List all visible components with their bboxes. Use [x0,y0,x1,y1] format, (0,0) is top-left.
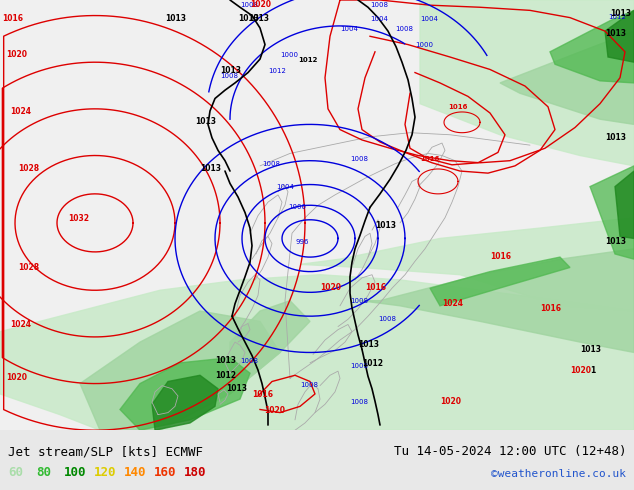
Polygon shape [0,275,634,430]
Text: 1028: 1028 [18,164,39,173]
Text: 1020: 1020 [570,366,591,375]
Polygon shape [360,249,634,352]
Text: 1013: 1013 [226,384,247,393]
Text: 1012: 1012 [608,14,626,20]
Polygon shape [615,171,634,239]
Text: 1004: 1004 [340,26,358,32]
Text: 1008: 1008 [240,2,258,8]
Text: 1020: 1020 [264,406,285,415]
Polygon shape [420,0,634,166]
Text: 1008: 1008 [350,363,368,369]
Text: 1013: 1013 [238,14,259,23]
Text: 160: 160 [154,466,176,479]
Text: 1012: 1012 [362,359,383,368]
Text: 1012: 1012 [298,57,318,63]
Text: 1013: 1013 [610,8,631,18]
Text: 80: 80 [36,466,51,479]
Text: 1024: 1024 [10,107,31,116]
Text: 1008: 1008 [350,156,368,162]
Text: 1004: 1004 [370,16,388,22]
Text: 1016: 1016 [252,390,273,399]
Polygon shape [152,375,218,430]
FancyBboxPatch shape [0,430,634,490]
Polygon shape [590,166,634,259]
Text: 1008: 1008 [350,298,368,304]
Text: 60: 60 [8,466,23,479]
Text: Tu 14-05-2024 12:00 UTC (12+48): Tu 14-05-2024 12:00 UTC (12+48) [394,445,626,458]
Text: 1000: 1000 [280,52,298,58]
Text: 1008: 1008 [350,399,368,405]
Text: 1020: 1020 [250,0,271,9]
Text: 1016: 1016 [490,252,511,261]
Text: 1012: 1012 [215,371,236,380]
Polygon shape [605,10,634,62]
Text: 1024: 1024 [10,319,31,329]
Polygon shape [300,218,634,311]
Text: 1013: 1013 [605,29,626,38]
Text: 1013: 1013 [375,221,396,230]
Text: 1013: 1013 [605,237,626,245]
Text: 1020: 1020 [320,283,341,292]
Text: 1016: 1016 [540,304,561,313]
Text: 1000: 1000 [415,42,433,48]
Text: 1004: 1004 [420,16,438,22]
Text: 1008: 1008 [378,317,396,322]
Text: 100: 100 [64,466,86,479]
Text: 1028: 1028 [18,263,39,271]
Text: 180: 180 [184,466,207,479]
Text: 140: 140 [124,466,146,479]
Text: ©weatheronline.co.uk: ©weatheronline.co.uk [491,469,626,479]
Text: 1016: 1016 [420,156,439,162]
Text: 1016: 1016 [2,14,23,23]
Text: 1013: 1013 [165,14,186,23]
Text: 1013: 1013 [248,14,269,23]
Text: 1013: 1013 [358,340,379,349]
Text: 1008: 1008 [300,382,318,388]
Text: 1013: 1013 [580,345,601,354]
Polygon shape [230,301,310,394]
Text: 1008: 1008 [262,161,280,167]
Text: 1020: 1020 [6,373,27,383]
Text: 1020: 1020 [6,50,27,59]
Text: 1013: 1013 [605,133,626,142]
Text: 1013: 1013 [215,356,236,365]
Polygon shape [550,10,634,83]
Polygon shape [120,358,250,430]
Text: 1008: 1008 [220,73,238,79]
Text: 1000: 1000 [288,204,306,210]
Text: 1008: 1008 [395,26,413,32]
Text: 1: 1 [590,366,595,375]
Text: 120: 120 [94,466,117,479]
Text: 1013: 1013 [200,164,221,173]
Polygon shape [500,31,634,124]
Text: 1020: 1020 [440,397,461,406]
Text: 996: 996 [296,239,309,245]
Text: 1012: 1012 [268,68,286,74]
Text: 1032: 1032 [68,214,89,223]
Text: 1008: 1008 [240,358,258,364]
Text: 1016: 1016 [448,104,467,110]
Text: 1004: 1004 [276,184,294,190]
Polygon shape [430,257,570,306]
Text: Jet stream/SLP [kts] ECMWF: Jet stream/SLP [kts] ECMWF [8,445,203,458]
Text: 1013: 1013 [195,118,216,126]
Text: 1024: 1024 [442,299,463,308]
Text: 1016: 1016 [365,283,386,292]
Text: 1013: 1013 [220,66,241,74]
Polygon shape [80,311,280,430]
Text: 1008: 1008 [370,2,388,8]
